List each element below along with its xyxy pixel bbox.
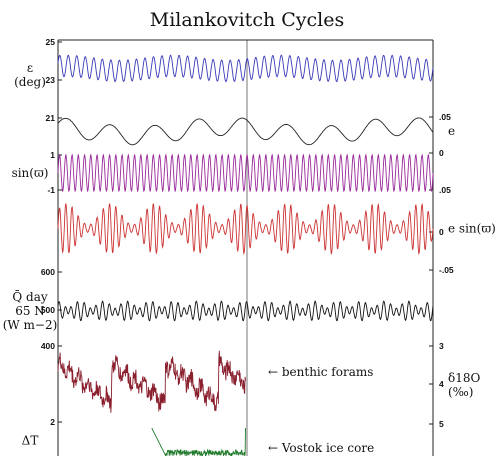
tick-label-left: 500 xyxy=(41,305,55,315)
series-line-vostok xyxy=(151,427,246,456)
axis-label-left: (deg) xyxy=(14,75,46,89)
axis-label-left: ε xyxy=(27,61,33,75)
series-annotation: ← benthic forams xyxy=(268,365,373,379)
axis-label-left: (W m−2) xyxy=(3,318,58,332)
tick-label-left: 600 xyxy=(41,267,55,277)
axis-label-right: δ18O xyxy=(448,371,480,385)
series-line-obliquity xyxy=(57,54,434,83)
tick-label-right: 4 xyxy=(439,379,444,389)
plot-frame xyxy=(57,39,434,456)
axis-label-left: sin(ϖ) xyxy=(12,166,49,180)
series-line-benthic xyxy=(57,350,246,413)
series-line-precession-sine xyxy=(57,153,434,193)
tick-label-right: 3 xyxy=(439,341,444,351)
chart-title: Milankovitch Cycles xyxy=(150,9,344,31)
axis-label-left: ΔT xyxy=(22,434,39,448)
tick-label-left: 23 xyxy=(46,75,56,85)
axis-label-left: Q̄ day xyxy=(12,289,47,304)
axis-label-right: e xyxy=(448,124,455,138)
tick-label-left: 21 xyxy=(46,113,56,123)
tick-label-left: 1 xyxy=(50,150,55,160)
tick-label-right: .05 xyxy=(439,185,451,195)
axis-label-right: e sin(ϖ) xyxy=(448,222,496,236)
tick-label-left: -1 xyxy=(47,185,55,195)
series-annotation: ← Vostok ice core xyxy=(268,441,374,455)
tick-label-right: 0 xyxy=(439,148,444,158)
tick-label-left: 400 xyxy=(41,341,55,351)
series-line-insolation xyxy=(57,300,434,322)
tick-label-right: 5 xyxy=(439,419,444,429)
series-line-climatic-precession xyxy=(57,202,434,256)
tick-label-right: -.05 xyxy=(439,265,454,275)
axis-label-left: 65 N xyxy=(15,304,45,318)
panels xyxy=(57,54,434,456)
axis-label-right: (‰) xyxy=(448,385,473,399)
tick-label-left: 2 xyxy=(50,417,55,427)
tick-label-left: 25 xyxy=(46,37,56,47)
series-line-eccentricity xyxy=(57,117,434,146)
tick-label-right: 0 xyxy=(439,227,444,237)
tick-label-right: .05 xyxy=(439,112,451,122)
